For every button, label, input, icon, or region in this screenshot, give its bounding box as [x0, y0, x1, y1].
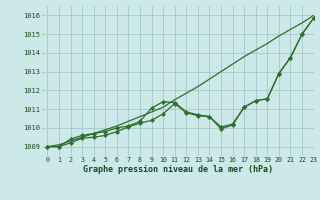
X-axis label: Graphe pression niveau de la mer (hPa): Graphe pression niveau de la mer (hPa) [83, 165, 273, 174]
